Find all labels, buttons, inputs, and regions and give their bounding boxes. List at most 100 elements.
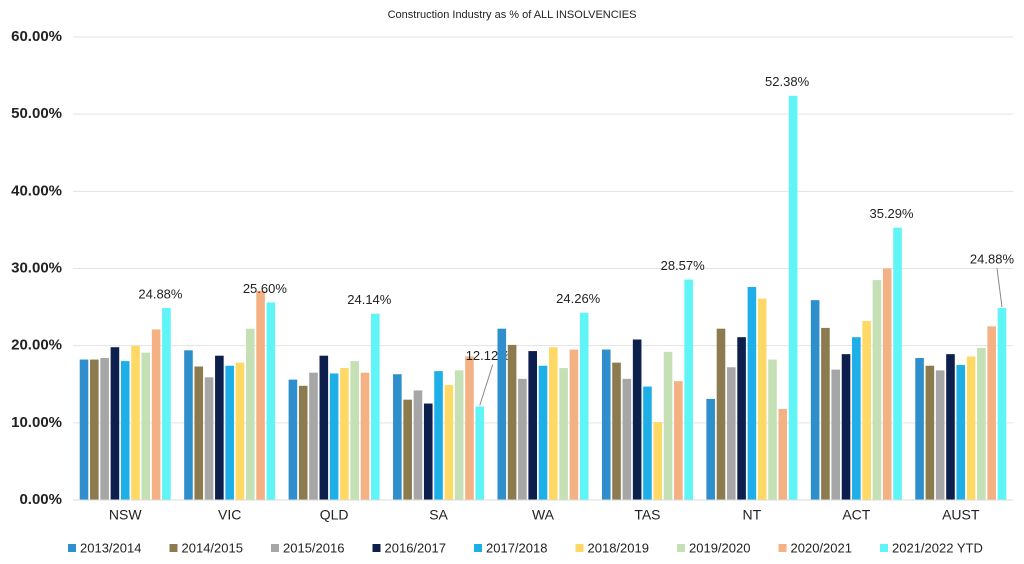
bar <box>569 349 579 500</box>
bar <box>810 300 820 500</box>
y-tick-label: 50.00% <box>11 105 62 122</box>
bar <box>841 354 851 500</box>
y-tick-label: 20.00% <box>11 337 62 354</box>
x-tick-label: ACT <box>842 507 870 523</box>
bar <box>821 327 830 500</box>
bar <box>288 379 298 500</box>
bar <box>162 308 171 500</box>
legend-swatch <box>880 544 888 552</box>
bar <box>684 279 693 500</box>
bar <box>852 337 861 500</box>
leader-line <box>996 267 1003 308</box>
bar <box>444 385 454 500</box>
bar <box>559 368 568 500</box>
bar <box>737 337 746 500</box>
bar <box>319 355 329 500</box>
legend-swatch <box>575 544 584 552</box>
legend-swatch <box>474 544 482 552</box>
x-tick-label: TAS <box>634 507 660 523</box>
bar <box>120 361 130 500</box>
x-tick-label: NSW <box>109 507 142 523</box>
bar <box>601 349 611 500</box>
x-tick-label: SA <box>429 507 448 523</box>
bar <box>518 378 527 500</box>
bar <box>266 302 276 500</box>
y-tick-label: 0.00% <box>19 491 62 508</box>
bar <box>151 329 161 500</box>
legend-label: 2021/2022 YTD <box>892 540 983 555</box>
bar <box>612 362 621 500</box>
legend-swatch <box>677 544 685 552</box>
chart-title: Construction Industry as % of ALL INSOLV… <box>388 9 637 21</box>
bar <box>935 370 945 500</box>
bar <box>831 369 841 500</box>
bar <box>882 268 892 500</box>
y-tick-label: 10.00% <box>11 414 62 431</box>
x-tick-label: VIC <box>218 507 241 523</box>
bar <box>393 374 402 500</box>
x-tick-label: AUST <box>942 507 980 523</box>
y-tick-label: 30.00% <box>11 259 62 276</box>
bar <box>340 368 349 500</box>
data-label: 28.57% <box>661 258 706 273</box>
bar <box>768 359 777 500</box>
bar <box>579 312 589 500</box>
legend-label: 2015/2016 <box>283 540 344 555</box>
bar <box>413 390 423 500</box>
bar <box>475 406 485 500</box>
bar <box>329 373 339 500</box>
bar <box>204 377 214 500</box>
legend-swatch <box>68 544 76 552</box>
bar <box>131 345 140 500</box>
data-label: 24.26% <box>556 291 601 306</box>
bar <box>309 372 318 500</box>
x-tick-label: WA <box>532 507 555 523</box>
bar <box>747 287 757 500</box>
bar <box>757 298 767 500</box>
bar <box>434 371 443 500</box>
bar <box>184 350 193 500</box>
bar <box>716 328 726 500</box>
bar <box>778 408 788 500</box>
bar <box>549 347 558 500</box>
bar <box>90 359 99 500</box>
bar <box>235 362 245 500</box>
bar <box>465 356 474 500</box>
bar <box>507 344 517 500</box>
bar <box>997 308 1007 500</box>
data-label: 24.14% <box>347 292 392 307</box>
bar <box>977 347 986 500</box>
bar <box>622 378 632 500</box>
data-label: 25.60% <box>243 281 288 296</box>
bar <box>663 351 673 500</box>
bar <box>946 354 955 500</box>
bar <box>360 372 370 500</box>
x-tick-label: QLD <box>320 507 349 523</box>
data-label: 35.29% <box>869 206 914 221</box>
data-label: 24.88% <box>970 251 1015 266</box>
bar <box>100 358 109 500</box>
bar <box>497 328 507 500</box>
legend-label: 2019/2020 <box>689 540 750 555</box>
leader-line <box>479 364 494 406</box>
bar <box>371 313 380 500</box>
bar <box>423 403 433 500</box>
bar <box>141 352 151 500</box>
bar <box>925 365 935 500</box>
y-tick-label: 40.00% <box>11 182 62 199</box>
bar <box>915 358 924 500</box>
bar <box>454 370 464 500</box>
legend-swatch <box>372 544 381 552</box>
bar <box>788 95 798 501</box>
bar <box>653 422 663 500</box>
bar <box>298 385 308 500</box>
bar <box>706 398 715 500</box>
bar <box>726 367 736 500</box>
legend-label: 2020/2021 <box>791 540 852 555</box>
legend-swatch <box>271 544 279 552</box>
bar <box>987 326 996 500</box>
bar <box>872 280 882 500</box>
bar <box>538 365 548 500</box>
bar <box>350 361 360 500</box>
